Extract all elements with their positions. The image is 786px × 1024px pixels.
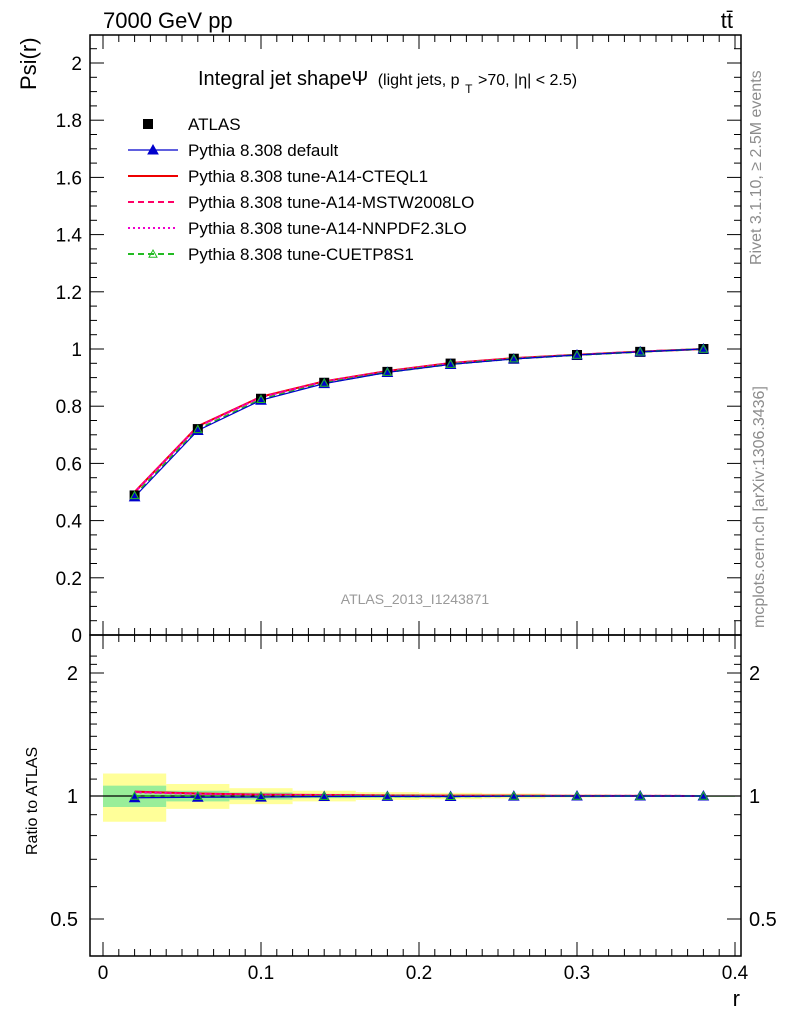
- ratio-cuetp8s1-marker: [508, 790, 519, 800]
- series-line-4: [133, 348, 704, 497]
- cuetp8s1-marker: [319, 378, 330, 387]
- process-label: 7000 GeV pp: [103, 8, 233, 33]
- main-y-tick-label: 0.8: [56, 397, 82, 418]
- cuetp8s1-marker: [508, 353, 519, 363]
- main-y-tick-label: 0.4: [56, 512, 83, 533]
- ratio-y-tick-label: 1: [67, 786, 78, 808]
- legend-label-2: Pythia 8.308 tune-A14-MSTW2008LO: [188, 193, 474, 212]
- cuetp8s1-marker: [382, 367, 393, 376]
- ratio-cuetp8s1-marker: [129, 790, 140, 800]
- ratio-plot-panel: 0 0.1 0.2 0.3 0.4 0.5 0.5 1 1 2 2 Ratio to ATLAS r: [24, 634, 777, 1011]
- main-y-tick-label: 1.6: [56, 168, 82, 189]
- x-tick-label: 0.3: [564, 963, 590, 984]
- ratio-y-axis-label: Ratio to ATLAS: [24, 747, 41, 855]
- ratio-cuetp8s1-marker: [635, 790, 646, 800]
- ratio-cuetp8s1-marker: [319, 791, 330, 800]
- legend: ATLAS Pythia 8.308 default Pythia 8.308 tu…: [128, 115, 474, 264]
- legend-atlas-marker: [143, 119, 153, 129]
- x-tick-label: 0.1: [248, 963, 274, 984]
- cuetp8s1-marker: [698, 343, 709, 353]
- x-tick-label: 0.4: [722, 963, 749, 984]
- chart-title-main: Integral jet shapeΨ: [198, 68, 368, 90]
- ratio-line-0: [134, 795, 704, 799]
- main-y-axis-label: Psi(r): [16, 37, 41, 90]
- ratio-y-tick-label-right: 0.5: [749, 909, 777, 931]
- ratio-y-tick-label: 2: [67, 663, 78, 685]
- main-y-tick-label: 1.2: [56, 283, 82, 304]
- ratio-cuetp8s1-marker: [572, 790, 582, 800]
- ratio-y-tick-label: 0.5: [50, 909, 78, 931]
- chart-title-detail-tail: >70, |η| < 2.5): [478, 72, 577, 89]
- ratio-cuetp8s1-marker: [382, 791, 393, 800]
- ratio-cuetp8s1-marker: [192, 791, 203, 800]
- x-tick-label: 0.2: [406, 963, 432, 984]
- ratio-cuetp8s1-marker: [445, 791, 456, 801]
- cuetp8s1-marker: [192, 424, 203, 434]
- ratio-y-tick-label-right: 2: [749, 663, 760, 685]
- series-line-3: [133, 348, 704, 494]
- x-tick-label: 0: [98, 963, 109, 984]
- chart-title-detail-sub: T: [465, 82, 473, 96]
- rivet-label: Rivet 3.1.10, ≥ 2.5M events: [748, 70, 765, 265]
- ratio-cuetp8s1-marker: [256, 791, 266, 801]
- series-line-0: [134, 348, 704, 498]
- legend-marker-0: [147, 143, 159, 155]
- cuetp8s1-marker: [256, 394, 266, 404]
- main-y-tick-label: 1.4: [56, 226, 83, 247]
- main-y-tick-label: 0.2: [56, 569, 82, 590]
- cuetp8s1-marker: [572, 349, 582, 359]
- legend-label-0: Pythia 8.308 default: [188, 141, 339, 160]
- main-y-tick-label: 0.6: [56, 454, 82, 475]
- source-label: mcplots.cern.ch [arXiv:1306.3436]: [751, 386, 768, 628]
- cuetp8s1-marker: [445, 359, 456, 368]
- series-line-2: [133, 348, 704, 493]
- main-y-tick-label: 0: [71, 626, 82, 647]
- legend-label-3: Pythia 8.308 tune-A14-NNPDF2.3LO: [188, 219, 467, 238]
- main-y-tick-label: 2: [71, 54, 82, 75]
- main-y-tick-label: 1.8: [56, 111, 82, 132]
- cuetp8s1-marker: [635, 346, 646, 356]
- final-state-label: tt̄: [721, 8, 733, 33]
- legend-label-4: Pythia 8.308 tune-CUETP8S1: [188, 245, 414, 264]
- chart-title-detail: (light jets, p: [378, 72, 460, 89]
- main-plot-panel: 0 0.2 0.4 0.6 0.8 1 1.2 1.4 1.6 1.8 2 Psi(r) Integ…: [16, 34, 742, 647]
- legend-label-1: Pythia 8.308 tune-A14-CTEQL1: [188, 167, 428, 186]
- cuetp8s1-marker: [129, 490, 140, 500]
- legend-marker-4: [148, 248, 158, 258]
- main-y-tick-label: 1: [71, 340, 82, 361]
- x-axis-label: r: [733, 986, 740, 1011]
- ratio-cuetp8s1-marker: [698, 790, 709, 800]
- legend-atlas-label: ATLAS: [188, 115, 241, 134]
- chart-title: Integral jet shapeΨ (light jets, p T >70…: [198, 68, 577, 98]
- watermark: ATLAS_2013_I1243871: [341, 591, 490, 607]
- ratio-y-tick-label-right: 1: [749, 786, 760, 808]
